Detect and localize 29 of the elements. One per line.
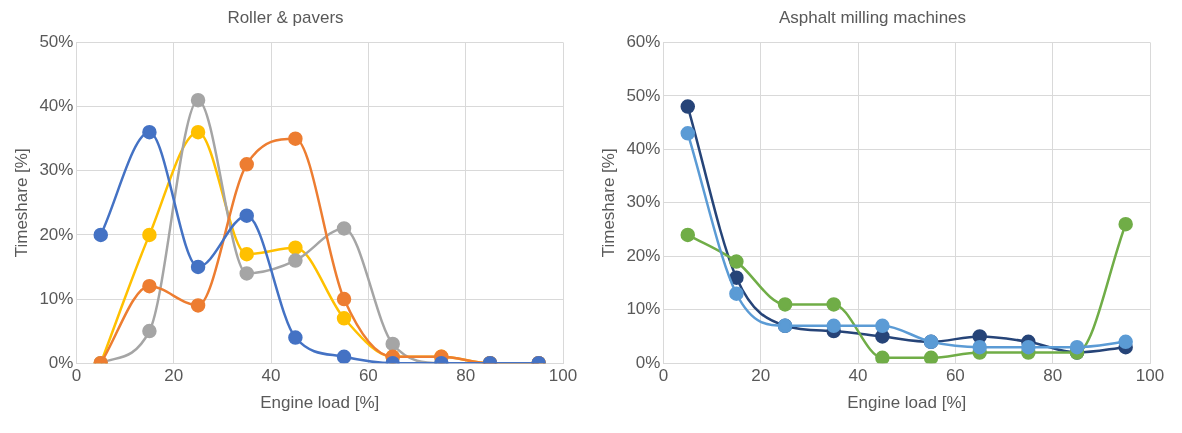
x-tick-label: 100 xyxy=(548,366,578,386)
y-tick-label: 10% xyxy=(39,288,74,308)
x-tick-label: 20 xyxy=(164,366,184,386)
y-tick-label: 20% xyxy=(39,224,74,244)
chart-title: Asphalt milling machines xyxy=(778,7,967,27)
x-axis-title: Engine load [%] xyxy=(260,393,380,413)
y-tick-label: 50% xyxy=(39,32,74,52)
x-tick-label: 20 xyxy=(751,366,771,386)
x-tick-label: 60 xyxy=(945,366,965,386)
y-tick-label: 40% xyxy=(39,96,74,116)
y-tick-label: 0% xyxy=(635,352,661,372)
x-tick-label: 80 xyxy=(456,366,476,386)
x-tick-label: 80 xyxy=(1043,366,1063,386)
y-tick-label: 0% xyxy=(48,352,74,372)
y-tick-label: 20% xyxy=(626,245,661,265)
chart-title: Roller & pavers xyxy=(227,7,344,27)
x-tick-label: 40 xyxy=(261,366,281,386)
x-tick-label: 40 xyxy=(848,366,868,386)
x-axis-title: Engine load [%] xyxy=(847,393,967,413)
x-tick-label: 100 xyxy=(1135,366,1165,386)
y-axis-title: Timeshare [%] xyxy=(598,148,618,258)
y-axis-title: Timeshare [%] xyxy=(11,148,31,258)
y-tick-label: 30% xyxy=(626,192,661,212)
x-tick-label: 60 xyxy=(358,366,378,386)
y-tick-label: 40% xyxy=(626,139,661,159)
y-tick-label: 50% xyxy=(626,85,661,105)
y-tick-label: 30% xyxy=(39,160,74,180)
y-tick-label: 60% xyxy=(626,32,661,52)
y-tick-label: 10% xyxy=(626,299,661,319)
